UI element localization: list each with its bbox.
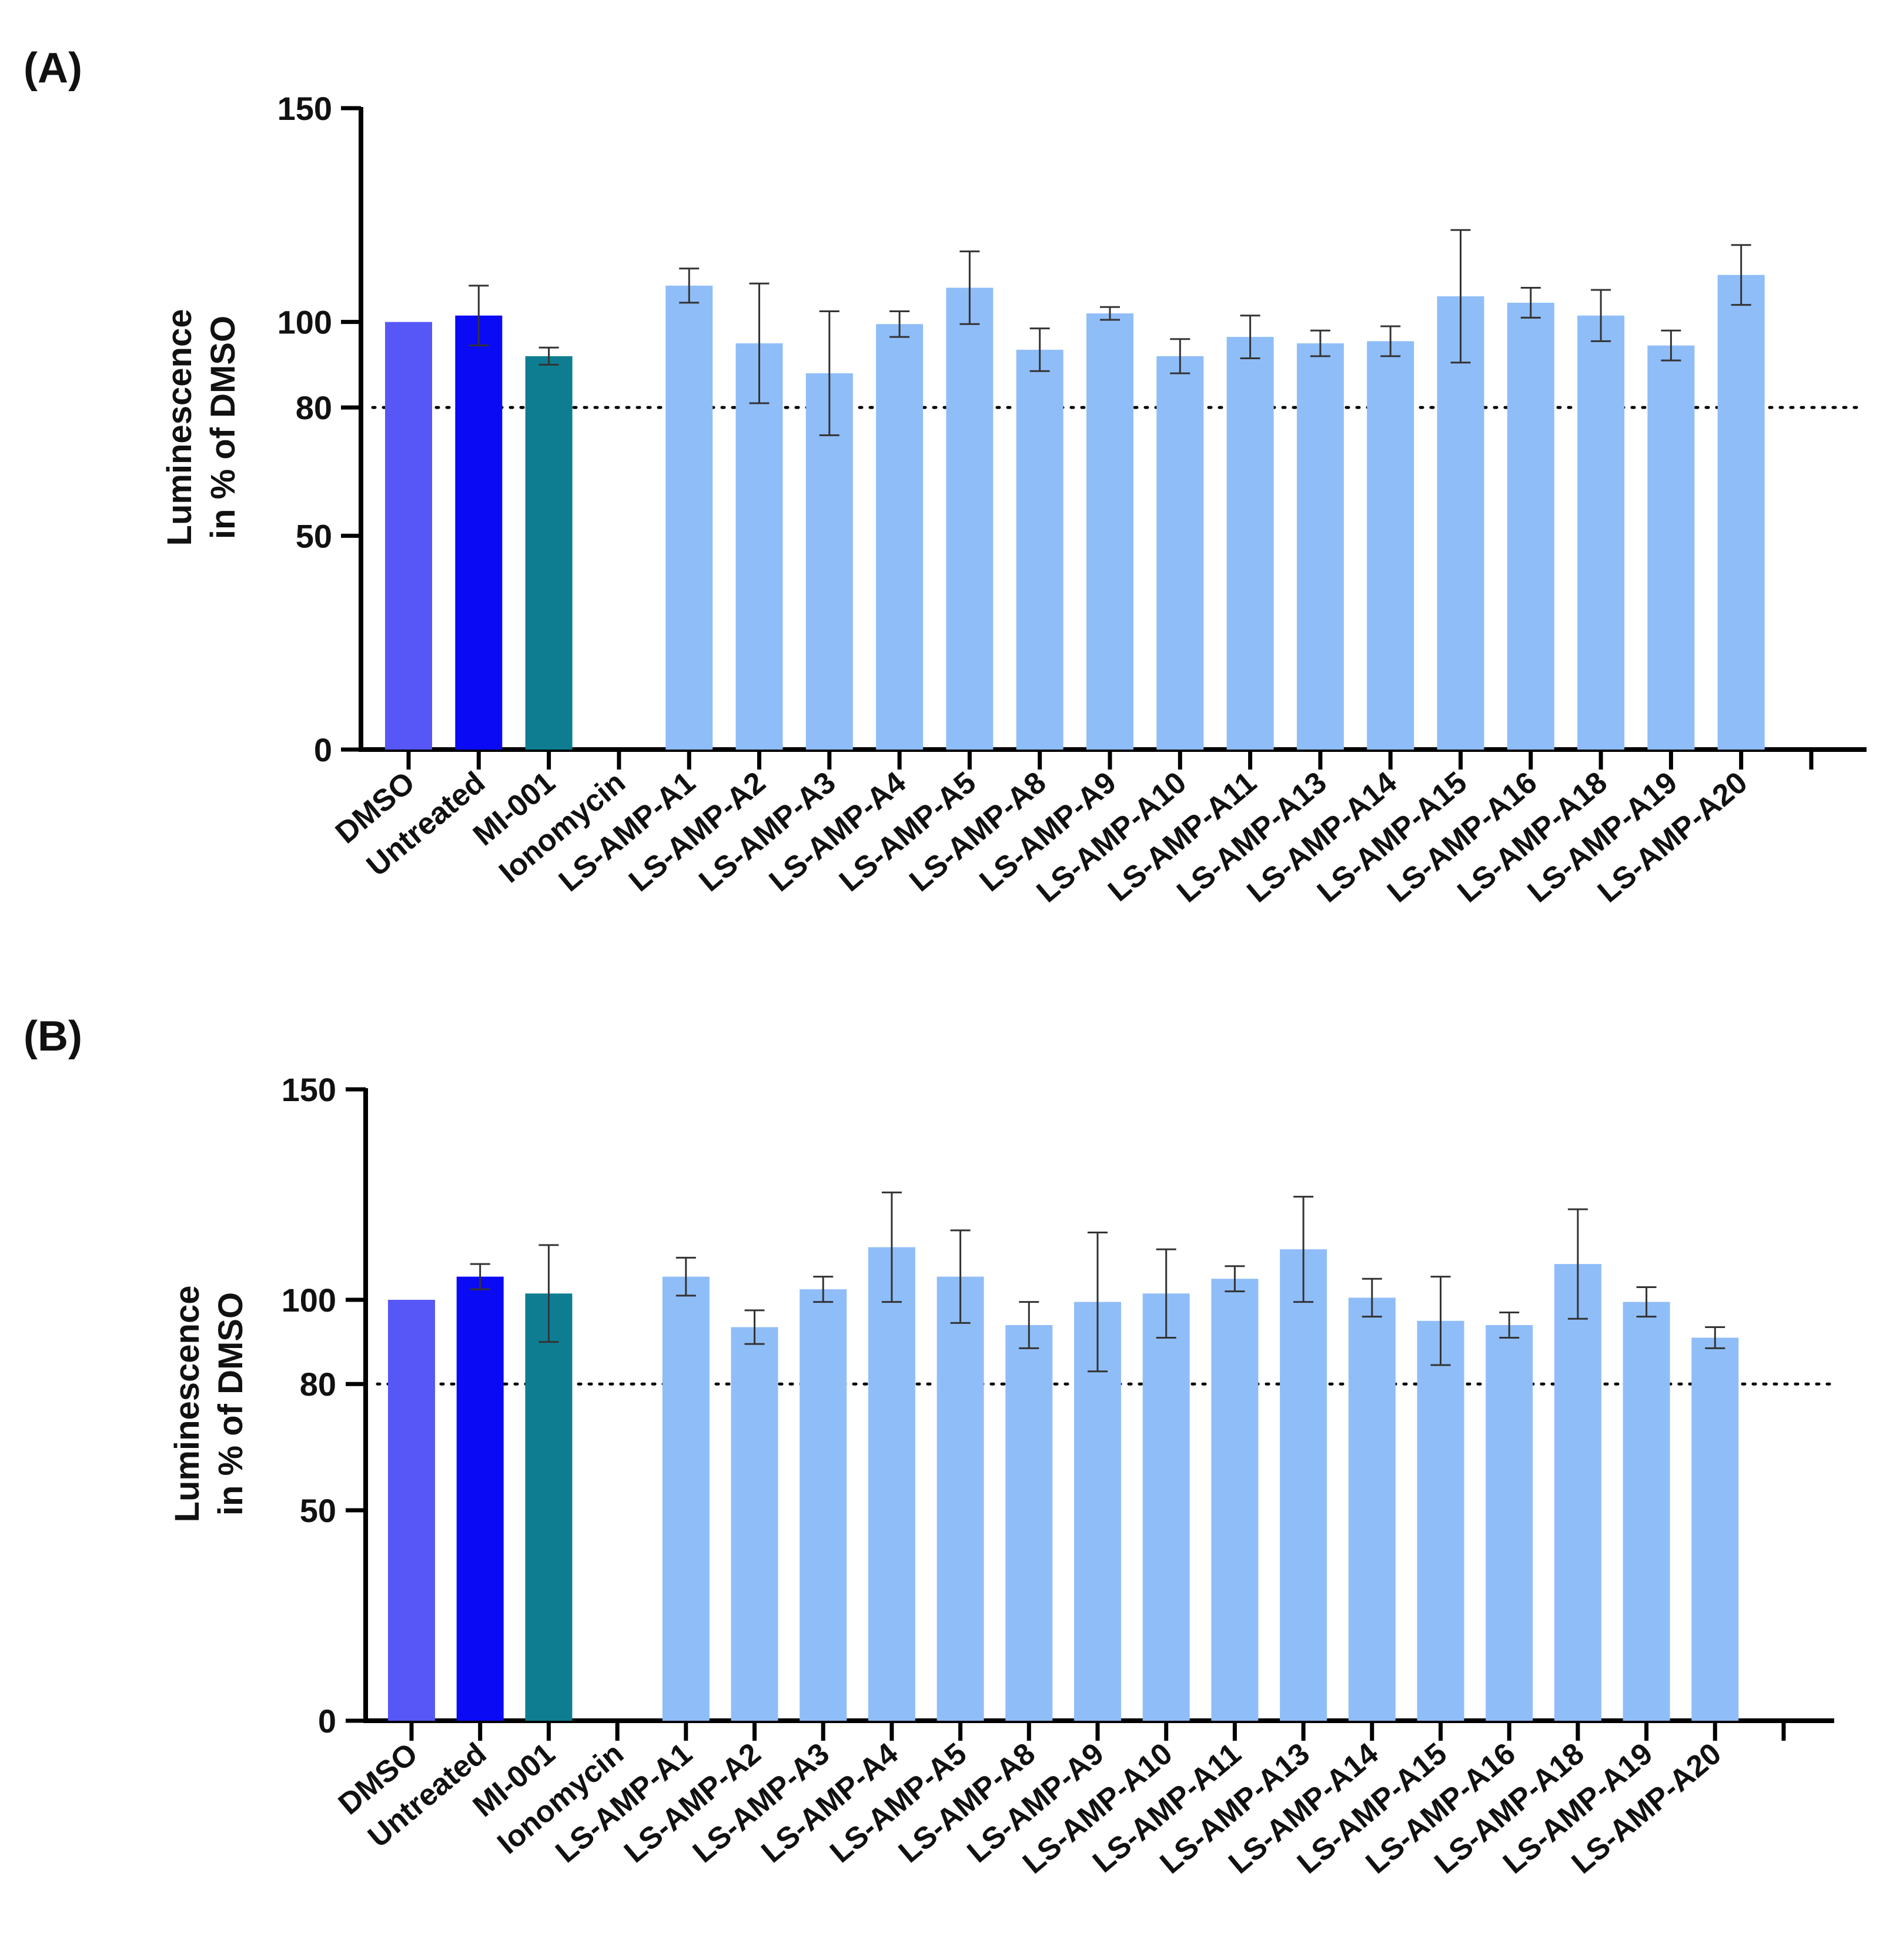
chart-panel-b: (B) Luminescence in % of DMSO 0 50 80 100 150 DM… xyxy=(0,980,1883,1960)
bar xyxy=(1367,341,1414,750)
bar xyxy=(1437,296,1484,750)
bar-chart-a: (A)Luminescence in % of DMSO05080100150DM… xyxy=(24,45,1867,909)
y-axis-label-line2: in % of DMSO xyxy=(204,316,242,539)
bar xyxy=(1280,1249,1327,1721)
bar xyxy=(800,1289,847,1721)
bar xyxy=(1226,337,1274,750)
bar xyxy=(1507,302,1554,750)
bar xyxy=(1142,1293,1190,1721)
y-tick-label: 80 xyxy=(300,1366,336,1403)
bar xyxy=(876,324,924,750)
bar xyxy=(937,1276,984,1721)
bar xyxy=(731,1327,778,1721)
bar xyxy=(1005,1324,1053,1721)
y-axis-label: Luminescence in % of DMSO xyxy=(160,309,242,546)
bar xyxy=(525,1293,573,1721)
y-tick-label: 100 xyxy=(277,304,332,341)
bar xyxy=(1417,1320,1464,1721)
bar xyxy=(385,322,432,750)
y-axis-label: Luminescence in % of DMSO xyxy=(168,1286,250,1523)
bar-chart-b: (B)Luminescence in % of DMSO05080100150DM… xyxy=(24,1013,1834,1881)
y-tick-label: 80 xyxy=(296,389,332,426)
bar xyxy=(525,356,573,750)
bar xyxy=(665,285,713,750)
bar xyxy=(946,287,994,750)
panel-label: (A) xyxy=(24,45,82,92)
bar xyxy=(1554,1264,1601,1721)
y-tick-label: 150 xyxy=(282,1071,336,1108)
bar xyxy=(662,1276,710,1721)
y-axis-label-line2: in % of DMSO xyxy=(212,1292,250,1516)
y-tick-label: 50 xyxy=(296,517,332,554)
bar xyxy=(388,1300,435,1721)
bar xyxy=(1486,1324,1533,1721)
y-axis-label-line1: Luminescence xyxy=(160,309,199,546)
bar xyxy=(735,343,783,750)
bar xyxy=(1348,1297,1396,1721)
y-tick-label: 150 xyxy=(277,90,332,127)
bar xyxy=(1691,1337,1739,1721)
chart-panel-a: (A) Luminescence in % of DMSO 0 50 80 100 150 DM… xyxy=(24,45,1867,909)
bar xyxy=(1016,349,1063,750)
bar xyxy=(1211,1279,1259,1721)
y-tick-label: 0 xyxy=(318,1703,336,1740)
y-tick-label: 0 xyxy=(314,731,332,768)
bar xyxy=(456,1276,504,1721)
panel-label: (B) xyxy=(24,1013,82,1060)
bar xyxy=(1296,343,1344,750)
bar xyxy=(455,315,503,750)
bar xyxy=(1577,315,1625,750)
bar xyxy=(1623,1302,1670,1721)
bar xyxy=(1647,345,1695,750)
bar xyxy=(1156,356,1204,750)
y-tick-label: 50 xyxy=(300,1492,336,1529)
y-axis-label-line1: Luminescence xyxy=(168,1286,206,1523)
bar xyxy=(1086,313,1133,750)
bar xyxy=(868,1247,915,1721)
y-tick-label: 100 xyxy=(282,1282,336,1319)
bar xyxy=(1717,275,1765,750)
